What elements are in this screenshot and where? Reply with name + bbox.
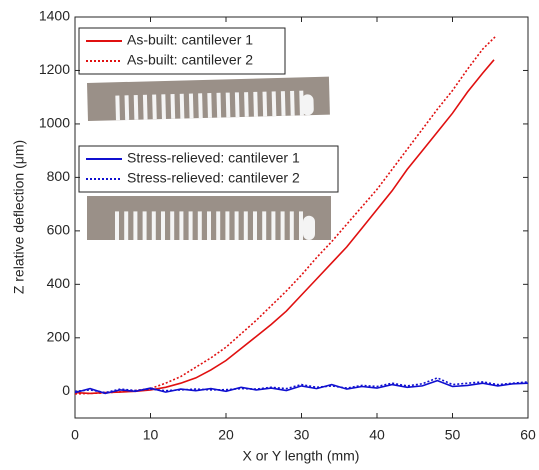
x-axis-label: X or Y length (mm): [243, 448, 360, 464]
comb-slot: [170, 94, 176, 119]
comb-slot: [253, 211, 257, 240]
comb-notch: [303, 215, 315, 240]
comb-slot: [234, 211, 239, 240]
comb-slot: [280, 91, 286, 116]
x-tick-label: 0: [71, 427, 79, 443]
y-tick-label: 1000: [39, 115, 70, 131]
comb-slot: [133, 211, 138, 240]
comb-slot: [188, 211, 193, 240]
comb-slot: [115, 211, 119, 240]
comb-image: [87, 76, 330, 121]
legend-label: As-built: cantilever 2: [127, 52, 253, 68]
comb-slot: [188, 93, 194, 119]
comb-slot: [216, 211, 221, 240]
comb-slot: [142, 94, 148, 120]
data-line: [74, 377, 529, 394]
comb-slot: [207, 211, 211, 240]
legend-box: [78, 27, 286, 75]
comb-slot: [198, 93, 203, 119]
y-tick-label: 1200: [39, 61, 70, 77]
x-tick-label: 40: [369, 427, 385, 443]
x-tick-label: 30: [294, 427, 310, 443]
comb-slot: [299, 211, 303, 240]
comb-image: [87, 196, 331, 240]
x-tick-label: 10: [143, 427, 159, 443]
comb-slot: [161, 211, 165, 240]
comb-slot: [133, 94, 139, 120]
comb-slot: [244, 92, 249, 117]
y-tick-label: 600: [47, 222, 71, 238]
legend-box: [78, 145, 339, 193]
comb-slot: [115, 95, 120, 121]
y-tick-label: 400: [47, 275, 71, 291]
comb-slot: [225, 211, 230, 240]
y-tick-label: 200: [47, 329, 71, 345]
comb-slot: [124, 211, 129, 240]
comb-notch: [301, 94, 314, 116]
comb-slot: [151, 211, 156, 240]
comb-slot: [142, 211, 147, 240]
y-tick-label: 0: [62, 382, 70, 398]
data-line: [74, 59, 495, 395]
comb-slot: [124, 95, 130, 121]
comb-slot: [290, 90, 295, 116]
comb-slot: [179, 93, 185, 119]
legend-label: Stress-relieved: cantilever 2: [127, 170, 300, 186]
comb-slot: [216, 92, 222, 118]
legend-label: Stress-relieved: cantilever 1: [127, 150, 300, 166]
comb-slot: [170, 211, 175, 240]
comb-slot: [262, 91, 268, 117]
x-tick-label: 50: [445, 427, 461, 443]
x-tick-label: 60: [520, 427, 536, 443]
comb-slot: [289, 211, 294, 240]
data-line: [74, 379, 529, 395]
comb-slot: [161, 94, 166, 120]
comb-slot: [243, 211, 248, 240]
y-tick-label: 1400: [39, 8, 70, 24]
comb-slot: [197, 211, 202, 240]
comb-slot: [253, 91, 258, 117]
legend-label: As-built: cantilever 1: [127, 32, 253, 48]
y-axis-label: Z relative deflection (μm): [11, 140, 27, 294]
x-tick-label: 20: [218, 427, 234, 443]
comb-slot: [207, 93, 212, 118]
data-line: [74, 35, 497, 395]
comb-slot: [179, 211, 184, 240]
comb-slot: [271, 211, 276, 240]
comb-slot: [152, 94, 157, 120]
comb-slot: [225, 92, 231, 118]
comb-slot: [271, 91, 277, 117]
y-tick-label: 800: [47, 168, 71, 184]
comb-slot: [262, 211, 267, 240]
comb-slot: [234, 92, 240, 118]
comb-slot: [280, 211, 285, 240]
cantilever-images: [87, 76, 331, 240]
